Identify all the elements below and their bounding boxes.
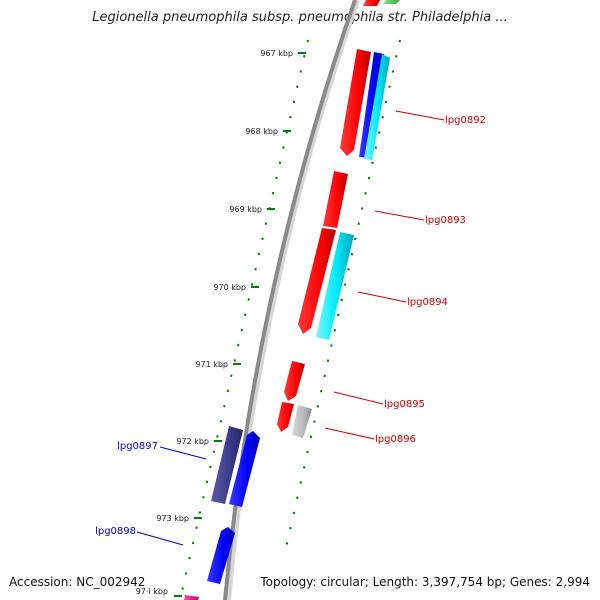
map-title: Legionella pneumophila subsp. pneumophil…: [92, 10, 508, 25]
gene-lpg0894[interactable]: [298, 228, 336, 334]
gene-label-lpg0895[interactable]: lpg0895: [384, 399, 425, 410]
gene-lpg0895[interactable]: [284, 361, 305, 401]
ruler-tick-label: 968 kbp: [245, 127, 278, 136]
ruler-dots: [181, 39, 309, 590]
leader-line-lpg0897: [159, 446, 207, 460]
ruler-tick-label: 973 kbp: [156, 514, 189, 523]
gene-lpg0897-navy[interactable]: [211, 426, 243, 504]
gene-label-lpg0896[interactable]: lpg0896: [375, 434, 416, 445]
backbone-line: [223, 0, 357, 600]
gene-label-lpg0898[interactable]: lpg0898: [95, 526, 136, 537]
gene-lpg0898[interactable]: [207, 527, 235, 584]
ruler-tick-label: 971 kbp: [195, 360, 228, 369]
gene-lpg0897[interactable]: [229, 431, 260, 507]
leader-line-lpg0892: [395, 110, 445, 121]
feature-bottom-magenta: [184, 595, 199, 600]
genome-summary-text: Topology: circular; Length: 3,397,754 bp…: [260, 575, 590, 589]
gene-label-lpg0892[interactable]: lpg0892: [445, 115, 486, 126]
gene-lpg0896[interactable]: [277, 402, 294, 432]
ruler-tick-label: 972 kbp: [176, 437, 209, 446]
ruler-tick-label: 97·i kbp: [136, 587, 168, 596]
gene-lpg0892-cyan[interactable]: [364, 54, 390, 160]
gene-lpg0894-cyan[interactable]: [316, 232, 354, 340]
feature-top-green: [383, 0, 400, 4]
right-guide-dots: [285, 39, 401, 545]
ruler-tick-label: 970 kbp: [213, 283, 246, 292]
gene-label-lpg0893[interactable]: lpg0893: [425, 215, 466, 226]
gene-lpg0892[interactable]: [340, 49, 371, 156]
leader-line-lpg0896: [324, 427, 375, 440]
leader-line-lpg0894: [357, 291, 407, 303]
gene-lpg0896-grey[interactable]: [292, 405, 312, 438]
ruler: 967 kbp 968 kbp 969 kbp 970 kbp 971 kbp …: [136, 49, 306, 597]
leader-line-lpg0898: [136, 531, 184, 546]
gene-label-lpg0897[interactable]: lpg0897: [117, 441, 158, 452]
gene-lpg0893[interactable]: [323, 171, 348, 228]
leader-line-lpg0895: [333, 391, 384, 405]
accession-text: Accession: NC_002942: [9, 575, 146, 589]
ruler-tick-label: 969 kbp: [229, 205, 262, 214]
gene-lpg0892-reverse[interactable]: [359, 52, 384, 158]
gene-label-lpg0894[interactable]: lpg0894: [407, 297, 448, 308]
leader-line-lpg0893: [374, 210, 425, 221]
ruler-tick-label: 967 kbp: [260, 49, 293, 58]
feature-top-red: [363, 0, 380, 6]
